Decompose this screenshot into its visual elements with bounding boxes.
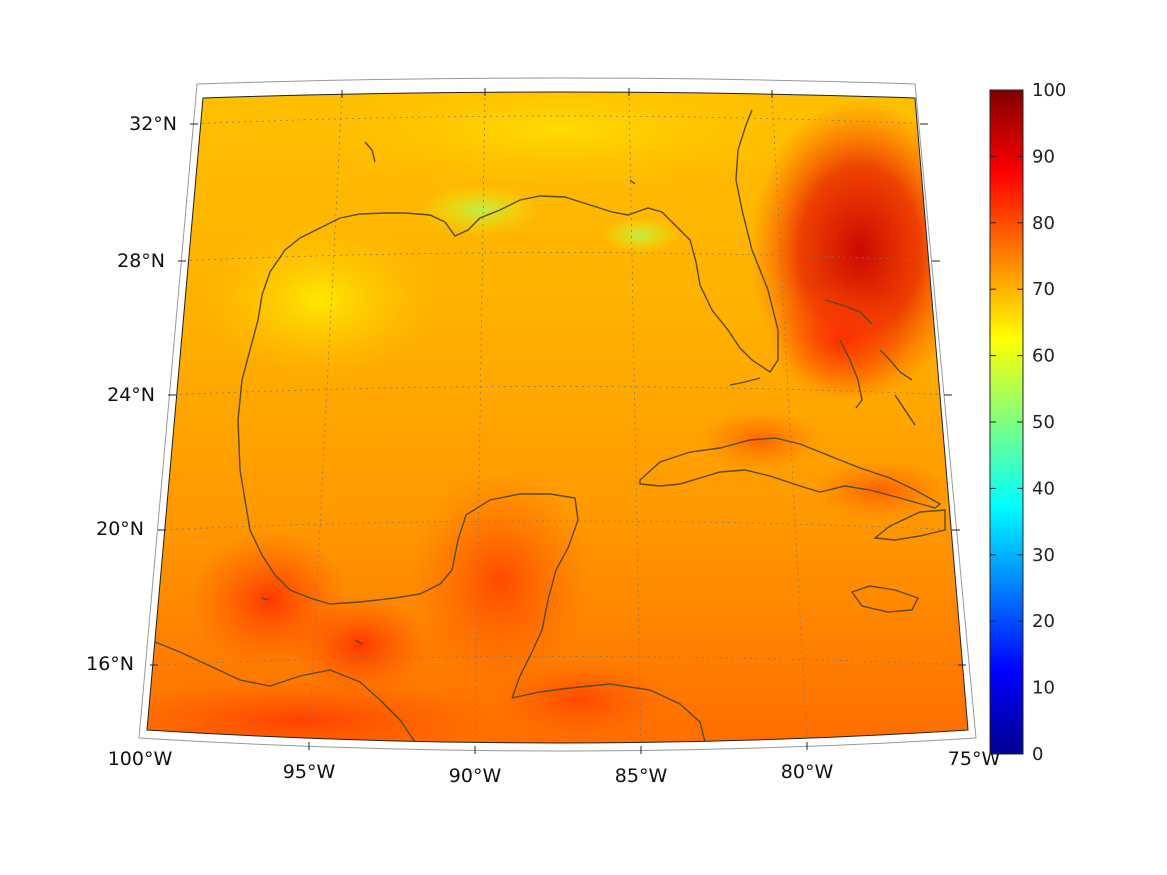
lat-label-32n: 32°N	[129, 113, 177, 135]
lat-label-28n: 28°N	[117, 250, 165, 272]
colorbar-label-40: 40	[1032, 478, 1055, 499]
lon-label-85w: 85°W	[615, 765, 668, 787]
lon-label-75w: 75°W	[948, 748, 1001, 770]
frame-ticks	[150, 88, 966, 754]
colorbar-ticks	[990, 89, 1023, 755]
coastlines	[149, 109, 946, 743]
lat-label-24n: 24°N	[107, 384, 155, 406]
lat-label-20n: 20°N	[96, 518, 144, 540]
colorbar-label-90: 90	[1032, 146, 1055, 167]
colorbar-label-60: 60	[1032, 346, 1055, 367]
map-field	[147, 92, 968, 743]
colorbar-label-50: 50	[1032, 412, 1055, 433]
lon-label-95w: 95°W	[283, 761, 336, 783]
colorbar-label-10: 10	[1032, 678, 1055, 699]
map-frame	[146, 91, 969, 744]
lon-label-90w: 90°W	[449, 765, 502, 787]
colorbar-label-70: 70	[1032, 279, 1055, 300]
map-outer-frame	[138, 77, 977, 752]
colorbar-label-30: 30	[1032, 545, 1055, 566]
lat-label-16n: 16°N	[86, 653, 134, 675]
colorbar-label-100: 100	[1032, 80, 1066, 101]
lon-label-100w: 100°W	[108, 748, 173, 770]
lon-label-80w: 80°W	[781, 761, 834, 783]
colorbar-label-20: 20	[1032, 611, 1055, 632]
colorbar-label-80: 80	[1032, 213, 1055, 234]
colorbar-label-0: 0	[1032, 744, 1043, 765]
